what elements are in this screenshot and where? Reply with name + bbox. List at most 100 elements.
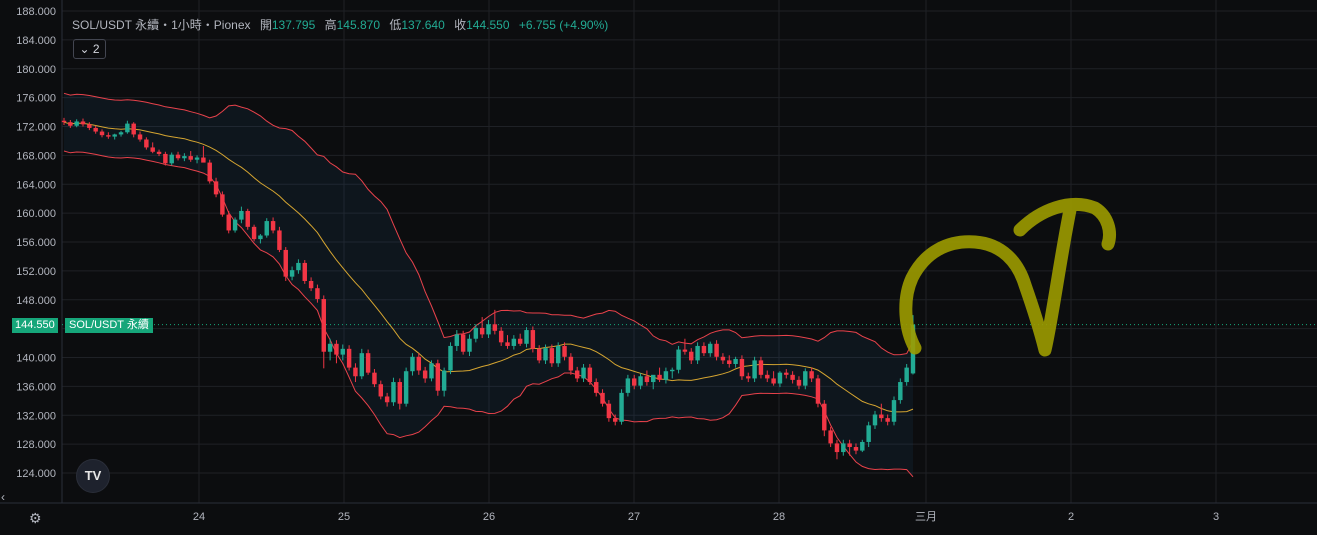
candle-body (815, 378, 821, 404)
candle-body (809, 371, 814, 379)
candle-body (169, 154, 174, 164)
candle-body (68, 122, 73, 126)
candle-body (245, 210, 250, 227)
candle-body (777, 372, 783, 384)
high-label: 高 (324, 18, 337, 32)
candle-body (163, 153, 168, 164)
candle-body (904, 367, 909, 383)
candle-body (80, 121, 86, 125)
candle-body (188, 156, 193, 160)
y-tick-label: 152.000 (16, 266, 56, 278)
candle-body (289, 270, 295, 277)
candle-body (727, 360, 732, 364)
upper-band-line (63, 92, 914, 356)
gear-icon[interactable]: ⚙ (29, 510, 42, 526)
candle-body (505, 342, 510, 346)
candle-body (118, 132, 124, 135)
last-price-tag: 144.550 (12, 318, 58, 333)
candle-body (828, 430, 833, 444)
change-value: +6.755 (+4.90%) (518, 18, 609, 32)
candle-body (511, 338, 517, 346)
candle-body (479, 327, 485, 335)
x-tick-label: 27 (628, 511, 640, 523)
candle-body (93, 127, 98, 132)
chart-grid (0, 0, 1317, 504)
annotation-stroke (899, 198, 1116, 357)
candle-body (517, 338, 523, 344)
candle-body (106, 135, 111, 137)
candle-body (720, 356, 726, 361)
candle-body (638, 376, 643, 386)
candle-body (454, 334, 460, 346)
y-tick-label: 172.000 (16, 122, 56, 134)
candle-body (549, 348, 555, 364)
candle-body (99, 131, 105, 136)
low-label: 低 (389, 18, 402, 32)
close-value: 144.550 (466, 18, 510, 32)
chevron-down-icon: ⌄ (79, 42, 90, 56)
candle-body (131, 123, 136, 135)
candle-body (441, 370, 447, 391)
candle-body (232, 219, 238, 231)
candle-body (847, 443, 852, 448)
indicator-count: 2 (92, 42, 100, 56)
candle-body (283, 249, 288, 277)
x-tick-label: 26 (483, 511, 495, 523)
candle-body (822, 403, 827, 431)
candle-body (416, 356, 422, 371)
candle-body (701, 345, 707, 354)
candle-body (758, 360, 764, 375)
candle-body (708, 343, 713, 354)
y-tick-label: 148.000 (16, 295, 56, 307)
candle-body (467, 338, 472, 352)
candle-body (264, 221, 269, 236)
candle-body (587, 367, 593, 383)
candle-body (651, 374, 656, 383)
candle-body (213, 181, 219, 195)
candle-body (695, 345, 700, 361)
candle-body (226, 214, 231, 231)
y-tick-label: 128.000 (16, 439, 56, 451)
candle-body (239, 210, 244, 220)
candle-body (175, 154, 181, 159)
chevron-left-icon[interactable]: ‹ (1, 490, 5, 504)
candle-body (543, 348, 548, 361)
candle-body (796, 379, 802, 386)
candle-body (657, 374, 662, 380)
x-tick-label: 三月 (915, 511, 937, 523)
candle-body (885, 418, 890, 422)
candle-body (663, 371, 669, 380)
candle-body (486, 324, 491, 335)
tradingview-logo-icon[interactable]: TV (76, 459, 110, 493)
y-tick-label: 160.000 (16, 208, 56, 220)
candle-body (670, 369, 675, 372)
candle-body (581, 367, 586, 379)
x-tick-label: 28 (773, 511, 785, 523)
candle-body (270, 221, 276, 231)
candle-body (574, 370, 580, 379)
y-tick-label: 184.000 (16, 35, 56, 47)
candle-body (562, 345, 567, 357)
high-value: 145.870 (336, 18, 380, 32)
candle-body (600, 392, 605, 404)
candle-body (207, 162, 212, 182)
candle-body (524, 330, 529, 344)
candle-body (391, 382, 396, 403)
y-tick-label: 156.000 (16, 237, 56, 249)
candle-body (137, 134, 143, 140)
candle-body (530, 330, 536, 349)
candle-body (834, 443, 840, 453)
candle-body (746, 376, 751, 379)
candle-body (448, 345, 453, 371)
candle-body (302, 262, 307, 281)
candle-body (866, 425, 871, 442)
candle-body (460, 334, 466, 352)
candles (61, 117, 916, 460)
candle-body (606, 403, 612, 419)
candle-body (492, 324, 498, 331)
collapse-indicators-button[interactable]: ⌄ 2 (73, 39, 106, 59)
candle-body (771, 378, 776, 384)
candle-body (194, 157, 200, 160)
candle-body (61, 120, 67, 123)
